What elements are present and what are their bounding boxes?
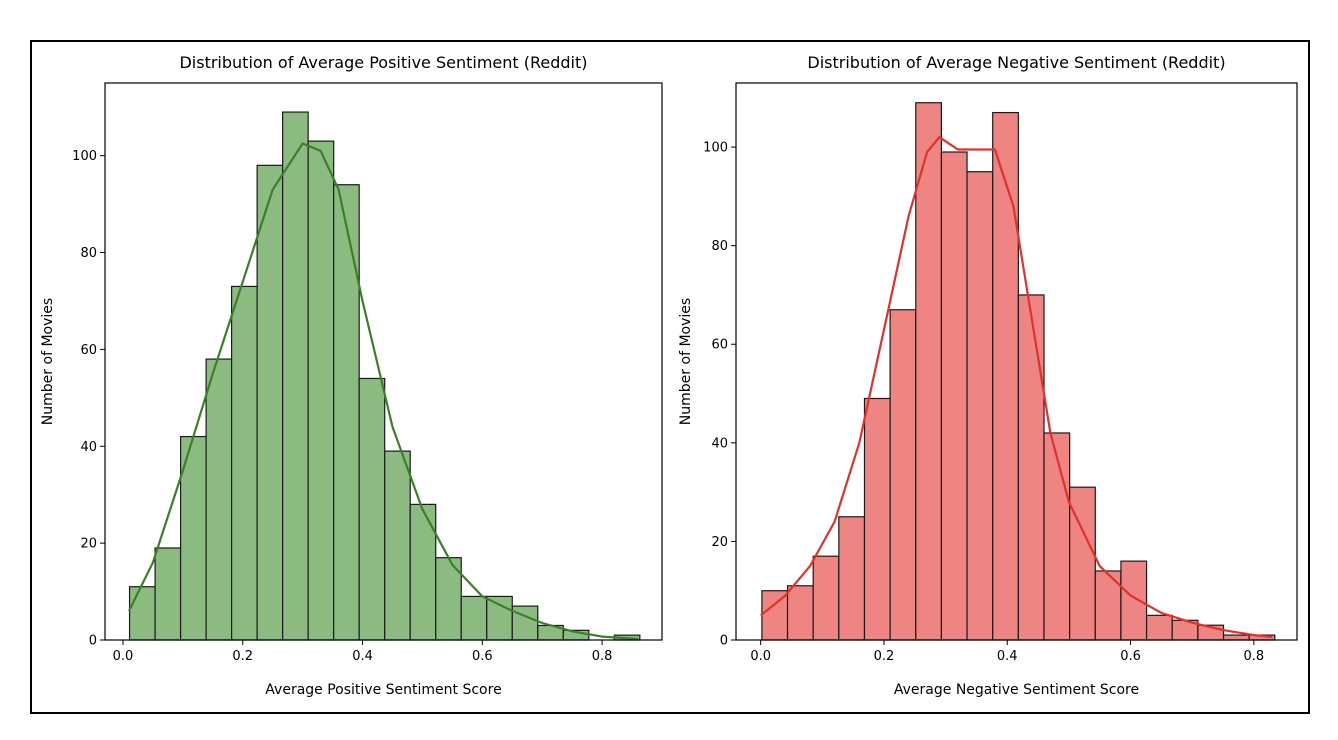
chart-2-x-tick-label: 0.2: [874, 649, 895, 664]
chart-1-y-tick-label: 80: [80, 246, 97, 261]
chart-2-y-tick-label: 100: [703, 141, 728, 156]
chart-1-bar: [231, 285, 258, 641]
chart-2-bar: [1222, 634, 1250, 641]
chart-1-x-tick-label: 0.2: [232, 649, 253, 664]
chart-2-x-tick-label: 0.0: [750, 649, 771, 664]
chart-1-y-tick-label: 20: [80, 537, 97, 552]
chart-1-kde-line: [128, 142, 639, 641]
chart-1-bar: [205, 358, 233, 641]
chart-1-bar: [307, 140, 335, 641]
chart-2-x-tick-label: 0.6: [1120, 649, 1141, 664]
chart-1-x-tick-label: 0.8: [592, 649, 613, 664]
chart-2-y-tick-label: 60: [711, 338, 728, 353]
chart-1-y-tick-label: 60: [80, 343, 97, 358]
chart-2-bar: [992, 111, 1019, 641]
chart-2-bar: [1069, 486, 1096, 641]
chart-1-bar: [333, 184, 360, 641]
chart-2-kde-line: [760, 136, 1273, 639]
chart-2-bar: [1145, 614, 1173, 641]
chart-2-bar: [838, 516, 866, 641]
chart-1-x-tick-label: 0.4: [352, 649, 373, 664]
chart-2-bar: [889, 309, 917, 641]
chart-1-y-tick-label: 40: [80, 440, 97, 455]
chart-2-bar: [863, 397, 891, 641]
chart-1-bar: [486, 595, 513, 641]
chart-2-title: Distribution of Average Negative Sentime…: [807, 53, 1225, 72]
chart-1-panel: 0.0 0.2 0.4 0.6 0.8 0 20 40 60 80 100 Distribution …: [40, 53, 663, 698]
chart-1-y-axis-label: Number of Movies: [40, 298, 56, 425]
chart-2-x-tick-label: 0.8: [1244, 649, 1265, 664]
chart-1-bar: [256, 164, 284, 641]
chart-1-x-axis-label: Average Positive Sentiment Score: [265, 682, 501, 698]
chart-1-bar: [282, 111, 309, 641]
chart-2-bar: [966, 171, 994, 641]
chart-2-bar: [812, 555, 840, 641]
chart-1-x-tick-label: 0.0: [113, 649, 134, 664]
chart-2-y-tick-label: 20: [711, 535, 728, 550]
chart-1-bar: [384, 450, 411, 641]
chart-2-y-axis-label: Number of Movies: [678, 298, 694, 425]
chart-1-bar: [128, 586, 156, 641]
chart-2-bar: [761, 590, 789, 641]
chart-2-y-tick-label: 40: [711, 436, 728, 451]
chart-2-bar: [1043, 432, 1071, 641]
chart-2-bar: [786, 585, 814, 641]
chart-1-title: Distribution of Average Positive Sentime…: [179, 53, 587, 72]
chart-1-x-tick-label: 0.6: [472, 649, 493, 664]
chart-1-bar: [460, 595, 488, 641]
chart-1-bar: [358, 377, 386, 641]
chart-2-panel: 0.0 0.2 0.4 0.6 0.8 0 20 40 60 80 100 Distribution …: [678, 53, 1298, 698]
chart-1-axes-box: [104, 82, 663, 641]
chart-2-bar: [940, 151, 968, 641]
chart-2-bar: [1120, 560, 1148, 641]
chart-2-axes-box: [735, 82, 1298, 641]
chart-2-y-tick-label: 80: [711, 239, 728, 254]
chart-2-x-axis-label: Average Negative Sentiment Score: [894, 682, 1139, 698]
chart-1-y-tick-label: 100: [72, 149, 97, 164]
chart-2-bar: [1017, 294, 1045, 641]
chart-2-y-tick-label: 0: [720, 634, 728, 649]
chart-2-x-tick-label: 0.4: [997, 649, 1018, 664]
chart-1-bar: [511, 605, 539, 641]
chart-1-bar: [179, 435, 207, 641]
chart-1-bar: [154, 547, 182, 641]
chart-2-bar: [915, 102, 943, 641]
chart-1-y-tick-label: 0: [89, 634, 97, 649]
